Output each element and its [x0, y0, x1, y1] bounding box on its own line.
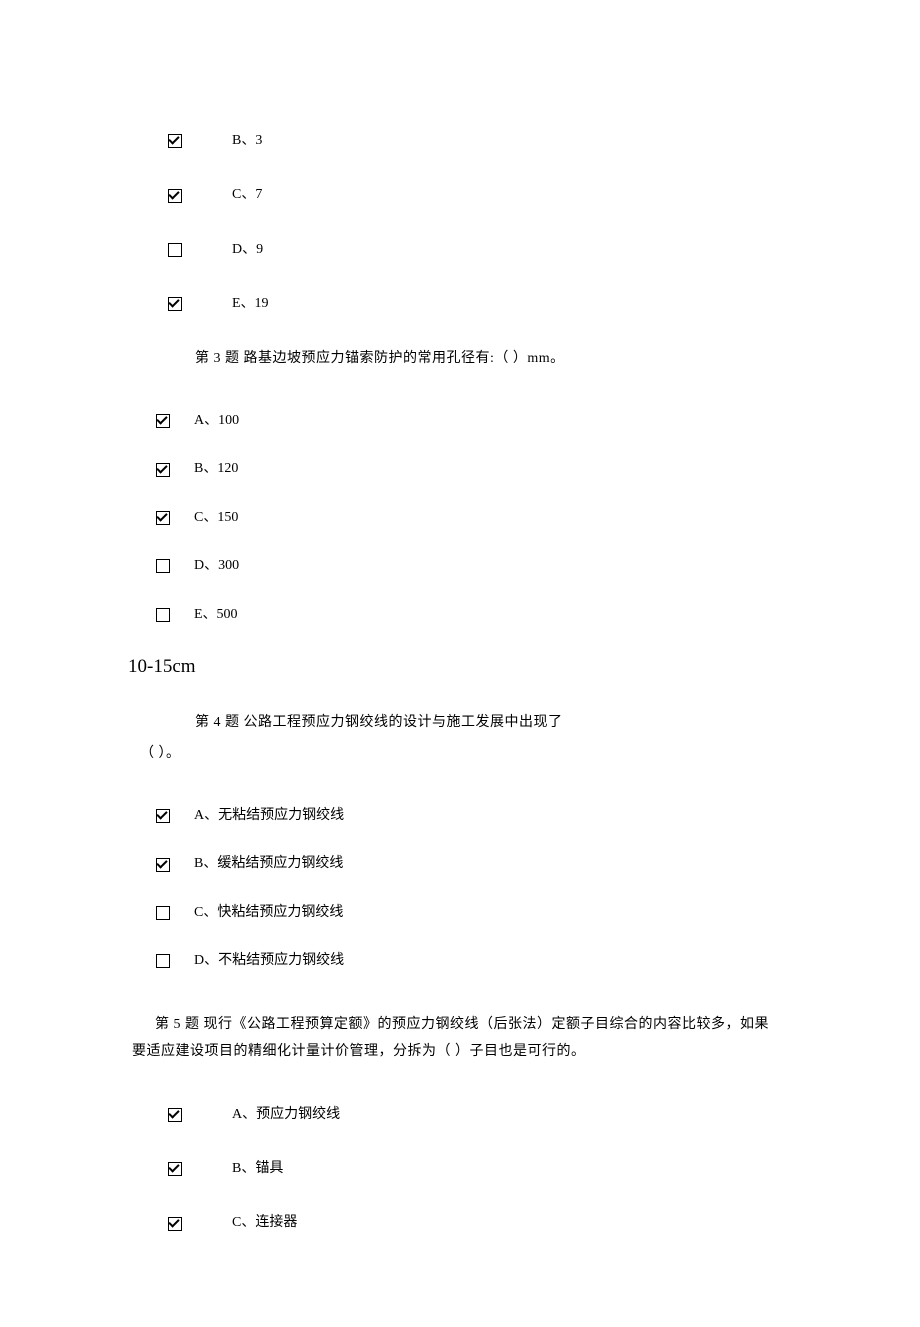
checkbox-icon[interactable]	[168, 297, 182, 311]
option-label: E、500	[194, 604, 238, 626]
option-label: B、120	[194, 458, 238, 480]
option-label: B、3	[232, 130, 262, 152]
q4-option-d: D、不粘结预应力钢绞线	[156, 950, 920, 972]
option-label: A、100	[194, 410, 239, 432]
q5-option-a: A、预应力钢绞线	[168, 1104, 920, 1126]
checkbox-icon[interactable]	[156, 954, 170, 968]
q4-question-text-line2: （ ）。	[140, 743, 920, 765]
q2-option-d: D、9	[168, 239, 920, 261]
option-label: D、300	[194, 555, 239, 577]
checkbox-icon[interactable]	[168, 1162, 182, 1176]
q5-question-text-line1: 第 5 题 现行《公路工程预算定额》的预应力钢绞线（后张法）定额子目综合的内容比…	[155, 1008, 790, 1042]
q3-option-e: E、500	[156, 604, 920, 626]
q3-question-text: 第 3 题 路基边坡预应力锚索防护的常用孔径有:（ ）mm。	[195, 348, 920, 370]
q2-option-c: C、7	[168, 184, 920, 206]
option-label: B、缓粘结预应力钢绞线	[194, 853, 343, 875]
q2-option-b: B、3	[168, 130, 920, 152]
option-label: A、无粘结预应力钢绞线	[194, 805, 344, 827]
q5-option-c: C、连接器	[168, 1212, 920, 1234]
q4-option-a: A、无粘结预应力钢绞线	[156, 805, 920, 827]
checkbox-icon[interactable]	[168, 134, 182, 148]
option-label: C、150	[194, 507, 238, 529]
option-label: B、锚具	[232, 1158, 283, 1180]
q3-option-d: D、300	[156, 555, 920, 577]
option-label: C、连接器	[232, 1212, 297, 1234]
checkbox-icon[interactable]	[168, 243, 182, 257]
option-label: C、快粘结预应力钢绞线	[194, 902, 343, 924]
q3-option-b: B、120	[156, 458, 920, 480]
q3-option-a: A、100	[156, 410, 920, 432]
q5-question-text-line2: 要适应建设项目的精细化计量计价管理，分拆为（ ）子目也是可行的。	[132, 1041, 920, 1063]
option-label: C、7	[232, 184, 262, 206]
checkbox-icon[interactable]	[168, 1217, 182, 1231]
q5-option-b: B、锚具	[168, 1158, 920, 1180]
q4-option-c: C、快粘结预应力钢绞线	[156, 902, 920, 924]
checkbox-icon[interactable]	[156, 559, 170, 573]
checkbox-icon[interactable]	[156, 858, 170, 872]
checkbox-icon[interactable]	[168, 189, 182, 203]
checkbox-icon[interactable]	[156, 608, 170, 622]
checkbox-icon[interactable]	[156, 809, 170, 823]
q2-option-e: E、19	[168, 293, 920, 315]
checkbox-icon[interactable]	[156, 511, 170, 525]
checkbox-icon[interactable]	[156, 906, 170, 920]
option-label: E、19	[232, 293, 269, 315]
option-label: A、预应力钢绞线	[232, 1104, 340, 1126]
checkbox-icon[interactable]	[156, 414, 170, 428]
q4-question-text-line1: 第 4 题 公路工程预应力钢绞线的设计与施工发展中出现了	[195, 712, 920, 734]
q3-option-c: C、150	[156, 507, 920, 529]
q3-note: 10-15cm	[128, 652, 920, 682]
checkbox-icon[interactable]	[156, 463, 170, 477]
q4-option-b: B、缓粘结预应力钢绞线	[156, 853, 920, 875]
option-label: D、不粘结预应力钢绞线	[194, 950, 344, 972]
option-label: D、9	[232, 239, 263, 261]
checkbox-icon[interactable]	[168, 1108, 182, 1122]
